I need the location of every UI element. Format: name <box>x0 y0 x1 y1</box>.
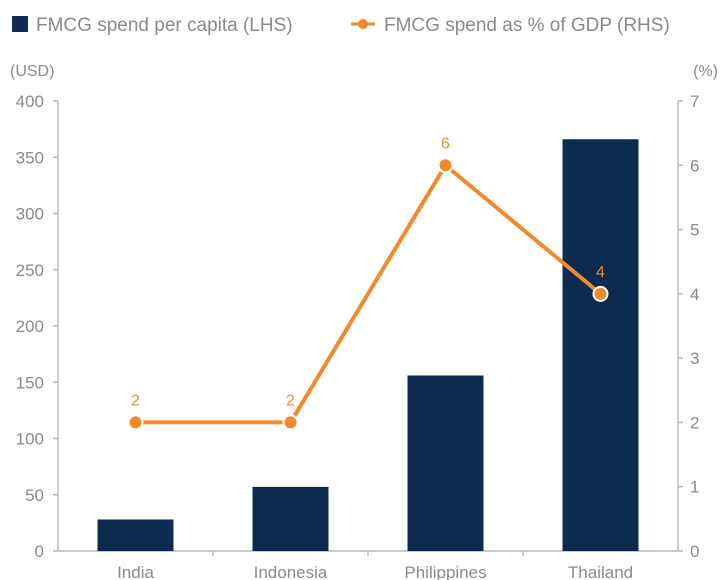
line-point <box>592 285 609 302</box>
bar <box>252 486 329 551</box>
data-label: 2 <box>286 392 295 409</box>
legend: FMCG spend per capita (LHS) FMCG spend a… <box>12 15 670 36</box>
left-tick-label: 50 <box>25 486 44 505</box>
category-label: Indonesia <box>254 563 328 580</box>
left-tick-label: 150 <box>16 373 44 392</box>
right-axis-unit: (%) <box>693 63 718 80</box>
line-series: 2 2 6 4 <box>127 135 609 431</box>
right-tick-label: 7 <box>690 92 699 111</box>
legend-swatch-bar <box>12 16 28 32</box>
left-tick-label: 0 <box>35 542 44 561</box>
data-label: 6 <box>441 135 450 152</box>
bar <box>407 375 484 551</box>
line-path <box>135 163 602 425</box>
data-label: 2 <box>131 392 140 409</box>
bar <box>562 139 639 551</box>
legend-swatch-dot <box>358 19 368 29</box>
axis-labels: 0 50 100 150 200 250 300 350 400 0 1 2 3 4 5 6 7 India Ind… <box>16 92 700 580</box>
legend-label-bar: FMCG spend per capita (LHS) <box>36 15 293 36</box>
left-tick-label: 100 <box>16 430 44 449</box>
line-point <box>282 414 299 431</box>
right-tick-label: 3 <box>690 349 699 368</box>
right-tick-label: 0 <box>690 542 699 561</box>
right-tick-label: 4 <box>690 285 699 304</box>
line-point <box>437 157 454 174</box>
line-point <box>127 414 144 431</box>
category-label: Philippines <box>404 563 486 580</box>
left-tick-label: 300 <box>16 205 44 224</box>
left-tick-label: 400 <box>16 92 44 111</box>
left-tick-label: 200 <box>16 317 44 336</box>
category-label: India <box>117 563 154 580</box>
data-label: 4 <box>596 264 605 281</box>
right-tick-label: 2 <box>690 413 699 432</box>
left-tick-label: 250 <box>16 261 44 280</box>
left-axis-unit: (USD) <box>10 63 54 80</box>
right-tick-label: 6 <box>690 156 699 175</box>
left-tick-label: 350 <box>16 148 44 167</box>
legend-label-line: FMCG spend as % of GDP (RHS) <box>384 15 670 36</box>
bar <box>97 519 174 551</box>
category-label: Thailand <box>568 563 633 580</box>
bar-series <box>97 139 639 551</box>
right-tick-label: 5 <box>690 221 699 240</box>
right-tick-label: 1 <box>690 478 699 497</box>
